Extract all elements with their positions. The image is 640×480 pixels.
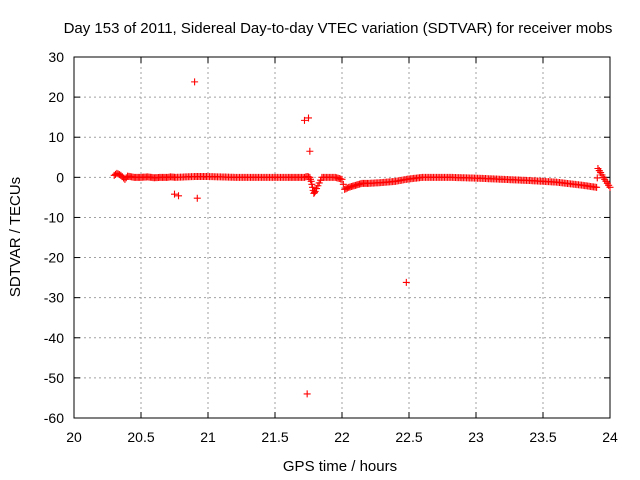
data-point <box>309 183 317 191</box>
data-point <box>308 180 316 188</box>
series-sdtvar <box>110 165 614 197</box>
data-point <box>191 78 199 86</box>
y-tick-label: -40 <box>44 330 64 346</box>
data-point <box>593 183 601 191</box>
data-point <box>606 183 614 191</box>
x-tick-label: 23 <box>468 429 484 445</box>
x-tick-label: 24 <box>602 429 618 445</box>
data-point <box>300 116 308 124</box>
x-axis-label: GPS time / hours <box>283 458 397 475</box>
y-tick-label: -10 <box>44 209 64 225</box>
x-tick-label: 23.5 <box>529 429 556 445</box>
data-point <box>311 188 319 196</box>
data-point <box>303 390 311 398</box>
chart-title: Day 153 of 2011, Sidereal Day-to-day VTE… <box>64 20 613 37</box>
data-point <box>175 192 183 200</box>
y-tick-label: 0 <box>56 169 64 185</box>
x-tick-label: 22 <box>334 429 350 445</box>
y-tick-label: -50 <box>44 370 64 386</box>
x-tick-label: 21.5 <box>261 429 288 445</box>
y-tick-label: 10 <box>48 129 64 145</box>
data-point <box>305 114 312 122</box>
grid-lines <box>74 57 610 418</box>
data-points <box>110 78 614 398</box>
y-tick-label: -20 <box>44 250 64 266</box>
axis-ticks: 20 20.5 21 21.5 22 22.5 23 23.5 24 30 20 10 0 -10 -20 -… <box>44 49 618 445</box>
data-point <box>306 147 314 155</box>
data-point <box>307 177 315 185</box>
x-tick-label: 20.5 <box>127 429 154 445</box>
y-axis-label: SDTVAR / TECUs <box>7 177 24 297</box>
x-tick-label: 22.5 <box>395 429 422 445</box>
data-point <box>402 278 410 286</box>
y-tick-label: -60 <box>44 410 64 426</box>
y-tick-label: 20 <box>48 89 64 105</box>
y-tick-label: 30 <box>48 49 64 65</box>
y-tick-label: -30 <box>44 290 64 306</box>
series-outliers <box>171 78 410 398</box>
data-point <box>339 180 347 188</box>
data-point <box>338 175 346 183</box>
data-point <box>193 194 201 202</box>
data-point <box>171 190 178 198</box>
data-point <box>593 174 601 182</box>
x-tick-label: 21 <box>200 429 216 445</box>
x-tick-label: 20 <box>66 429 82 445</box>
